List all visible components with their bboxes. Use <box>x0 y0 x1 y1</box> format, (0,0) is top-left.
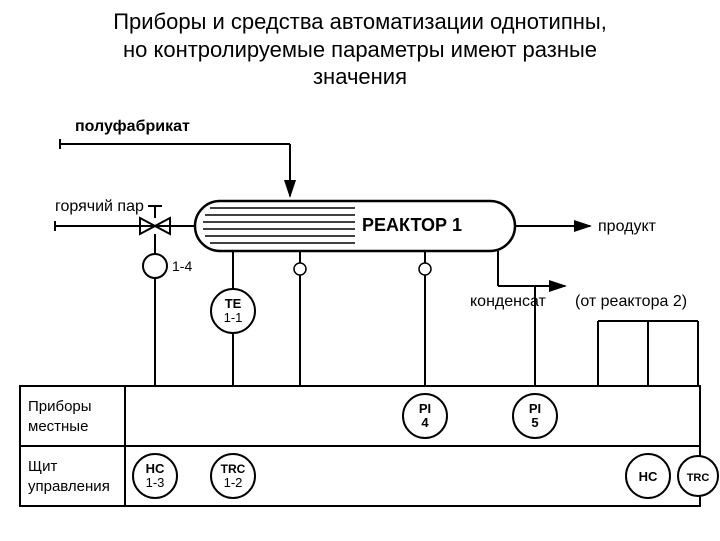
panel-row1-lbl-a: Приборы <box>28 398 92 415</box>
instr-trc-top: TRC <box>221 462 246 476</box>
panel-row2-lbl-a: Щит <box>28 458 57 475</box>
title-line-2: но контролируемые параметры имеют разные <box>123 37 597 62</box>
instr-trc2-top: TRC <box>687 472 710 484</box>
instr-hc-bot: 1-3 <box>146 475 165 490</box>
reactor-vessel: РЕАКТОР 1 <box>195 201 515 251</box>
instr-te-top: TE <box>225 296 242 311</box>
label-semi: полуфабрикат <box>75 118 190 135</box>
instr-pi4-bot: 4 <box>421 415 429 430</box>
instr-hc2-top: HC <box>639 469 658 484</box>
title-line-3: значения <box>313 64 407 89</box>
instr-te-bot: 1-1 <box>224 310 243 325</box>
instr-trc-bot: 1-2 <box>224 475 243 490</box>
reactor-label: РЕАКТОР 1 <box>362 215 462 235</box>
instr-14-label: 1-4 <box>172 258 192 274</box>
tap2 <box>419 263 431 275</box>
title-line-1: Приборы и средства автоматизации однотип… <box>113 9 607 34</box>
page-title: Приборы и средства автоматизации однотип… <box>0 0 720 91</box>
label-from-r2: (от реактора 2) <box>575 293 687 310</box>
label-steam: горячий пар <box>55 198 144 215</box>
instr-hc-top: HC <box>146 461 165 476</box>
panel-row2-lbl-b: управления <box>28 478 110 495</box>
label-product: продукт <box>598 218 657 235</box>
instr-pi4-top: PI <box>419 401 431 416</box>
instr-pi5-top: PI <box>529 401 541 416</box>
pid-diagram: полуфабрикат горячий пар 1-4 РЕАКТОР 1 п… <box>0 91 720 541</box>
valve-icon <box>140 206 170 234</box>
panel-row1-lbl-b: местные <box>28 418 88 435</box>
instr-14-circle <box>143 254 167 278</box>
tap1 <box>294 263 306 275</box>
instr-pi5-bot: 5 <box>531 415 538 430</box>
